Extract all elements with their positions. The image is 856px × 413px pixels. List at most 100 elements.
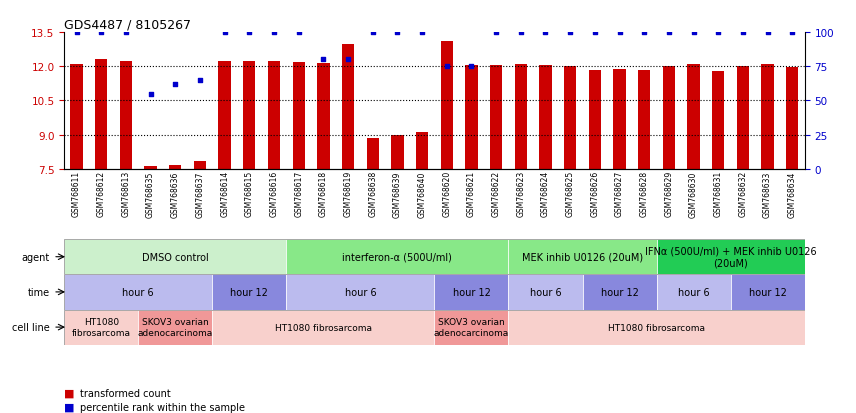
Text: ■: ■ xyxy=(64,388,74,398)
Bar xyxy=(212,275,286,310)
Bar xyxy=(95,60,107,169)
Bar xyxy=(712,72,724,169)
Point xyxy=(490,30,503,36)
Point xyxy=(736,30,750,36)
Point xyxy=(638,30,651,36)
Bar xyxy=(539,66,551,169)
Text: MEK inhib U0126 (20uM): MEK inhib U0126 (20uM) xyxy=(522,252,643,262)
Bar xyxy=(391,135,403,169)
Bar xyxy=(508,275,582,310)
Bar xyxy=(286,275,434,310)
Bar xyxy=(434,310,508,345)
Bar xyxy=(293,63,305,169)
Bar xyxy=(762,65,774,169)
Text: agent: agent xyxy=(21,252,50,262)
Point xyxy=(217,30,231,36)
Point xyxy=(563,30,577,36)
Bar xyxy=(614,69,626,169)
Bar xyxy=(286,240,508,275)
Bar xyxy=(218,62,231,169)
Bar xyxy=(786,68,799,169)
Bar xyxy=(663,67,675,169)
Bar xyxy=(318,64,330,169)
Bar xyxy=(145,167,157,169)
Point xyxy=(613,30,627,36)
Bar xyxy=(490,66,502,169)
Bar xyxy=(64,275,212,310)
Bar xyxy=(342,45,354,169)
Point xyxy=(366,30,379,36)
Text: hour 6: hour 6 xyxy=(122,287,154,297)
Bar xyxy=(508,240,657,275)
Bar xyxy=(64,310,138,345)
Bar xyxy=(212,310,434,345)
Point xyxy=(169,81,182,88)
Point xyxy=(538,30,552,36)
Point xyxy=(514,30,527,36)
Text: hour 12: hour 12 xyxy=(749,287,787,297)
Bar xyxy=(268,62,280,169)
Bar xyxy=(687,65,699,169)
Bar xyxy=(564,67,576,169)
Bar xyxy=(120,62,132,169)
Bar xyxy=(466,66,478,169)
Text: hour 6: hour 6 xyxy=(345,287,376,297)
Text: HT1080 fibrosarcoma: HT1080 fibrosarcoma xyxy=(608,323,705,332)
Bar xyxy=(193,161,206,169)
Point xyxy=(465,64,479,70)
Point xyxy=(662,30,675,36)
Point xyxy=(711,30,725,36)
Bar xyxy=(366,139,379,169)
Bar xyxy=(243,62,255,169)
Text: transformed count: transformed count xyxy=(80,388,170,398)
Text: time: time xyxy=(27,287,50,297)
Point xyxy=(342,57,355,64)
Bar xyxy=(441,42,453,169)
Point xyxy=(415,30,429,36)
Bar xyxy=(70,65,83,169)
Bar xyxy=(64,240,286,275)
Bar xyxy=(730,275,805,310)
Text: hour 6: hour 6 xyxy=(530,287,562,297)
Text: hour 12: hour 12 xyxy=(601,287,639,297)
Point xyxy=(786,30,800,36)
Bar xyxy=(416,133,428,169)
Bar xyxy=(434,275,508,310)
Bar xyxy=(508,310,805,345)
Point xyxy=(390,30,404,36)
Point xyxy=(193,77,207,84)
Text: DMSO control: DMSO control xyxy=(142,252,209,262)
Text: HT1080 fibrosarcoma: HT1080 fibrosarcoma xyxy=(275,323,372,332)
Text: percentile rank within the sample: percentile rank within the sample xyxy=(80,402,245,412)
Bar xyxy=(737,67,749,169)
Bar xyxy=(657,240,805,275)
Bar xyxy=(169,166,181,169)
Point xyxy=(440,64,454,70)
Text: cell line: cell line xyxy=(12,322,50,332)
Point xyxy=(119,30,133,36)
Point xyxy=(292,30,306,36)
Text: hour 6: hour 6 xyxy=(678,287,710,297)
Text: ■: ■ xyxy=(64,402,74,412)
Point xyxy=(761,30,775,36)
Text: hour 12: hour 12 xyxy=(230,287,268,297)
Point xyxy=(687,30,700,36)
Text: hour 12: hour 12 xyxy=(453,287,490,297)
Bar xyxy=(514,65,527,169)
Bar xyxy=(138,310,212,345)
Point xyxy=(69,30,83,36)
Text: interferon-α (500U/ml): interferon-α (500U/ml) xyxy=(342,252,452,262)
Point xyxy=(588,30,602,36)
Bar xyxy=(582,275,657,310)
Text: SKOV3 ovarian
adenocarcinoma: SKOV3 ovarian adenocarcinoma xyxy=(434,318,509,337)
Point xyxy=(317,57,330,64)
Point xyxy=(242,30,256,36)
Point xyxy=(267,30,281,36)
Text: SKOV3 ovarian
adenocarcinoma: SKOV3 ovarian adenocarcinoma xyxy=(138,318,213,337)
Text: HT1080
fibrosarcoma: HT1080 fibrosarcoma xyxy=(72,318,131,337)
Text: GDS4487 / 8105267: GDS4487 / 8105267 xyxy=(64,19,191,32)
Bar xyxy=(638,71,651,169)
Point xyxy=(144,91,158,98)
Bar xyxy=(657,275,730,310)
Bar xyxy=(589,71,601,169)
